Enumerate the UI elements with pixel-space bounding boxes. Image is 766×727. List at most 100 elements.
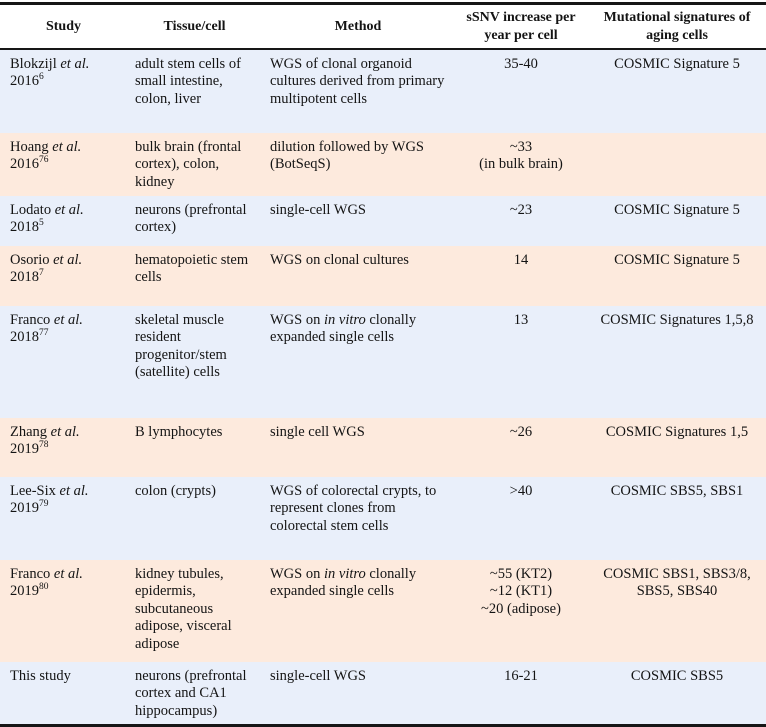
cell-line: 201877 [10,329,119,346]
cell-tissue: adult stem cells of small intestine, col… [127,49,262,133]
text-segment: ~20 (adipose) [481,600,561,617]
reference-superscript: 6 [39,72,44,83]
text-segment: in vitro [323,312,366,328]
cell-line: Franco et al. [10,312,119,329]
text-segment: clonally expanded single cells [270,566,417,600]
text-segment: Hoang [10,139,53,155]
cell-line: B lymphocytes [135,424,254,441]
table-body: Blokzijl et al. 20166 adult stem cells of … [0,49,766,726]
cell-line: neurons (prefrontal cortex and CA1 hippo… [135,668,254,720]
text-segment: 35-40 [504,56,538,72]
cell-line: single-cell WGS [270,668,446,685]
cell-line: COSMIC SBS1, SBS3/8, SBS5, SBS40 [591,566,763,601]
cell-tissue: neurons (prefrontal cortex and CA1 hippo… [127,662,262,726]
text-segment: 2016 [10,73,39,90]
text-segment: COSMIC Signature 5 [614,252,740,268]
cell-line: 20187 [10,269,119,286]
cell-study: Franco et al. 201877 [0,306,127,418]
cell-line: hematopoietic stem cells [135,252,254,287]
text-segment: neurons (prefrontal cortex and CA1 hippo… [135,668,247,719]
cell-line: skeletal muscle resident progenitor/stem… [135,312,254,382]
text-segment: COSMIC Signature 5 [614,56,740,72]
cell-line: dilution followed by WGS (BotSeqS) [270,139,446,174]
cell-line: 201676 [10,156,119,173]
header-row: Study Tissue/cell Method sSNV increase per … [0,3,766,49]
cell-tissue: bulk brain (frontal cortex), colon, kidn… [127,133,262,196]
table-row: Blokzijl et al. 20166 adult stem cells of … [0,49,766,133]
text-segment: 2018 [10,269,39,286]
cell-line: 20185 [10,219,119,236]
cell-line: This study [10,668,119,685]
cell-ssnv: ~33 (in bulk brain) [454,133,588,196]
cell-method: WGS on clonal cultures [262,246,454,306]
cell-line: Franco et al. [10,566,119,583]
text-segment: Lee-Six [10,483,60,499]
text-segment: COSMIC SBS5, SBS1 [610,483,744,499]
cell-method: single-cell WGS [262,196,454,246]
cell-tissue: B lymphocytes [127,418,262,477]
cell-signatures: COSMIC Signature 5 [588,196,766,246]
cell-ssnv: 13 [454,306,588,418]
text-segment: ~12 (KT1) [489,583,553,600]
text-segment: et al. [52,139,82,155]
text-segment: Osorio [10,252,54,268]
text-segment: WGS of clonal organoid cultures derived … [270,56,445,107]
cell-tissue: kidney tubules, epidermis, subcutaneous … [127,560,262,662]
cell-line: COSMIC SBS5 [591,668,763,685]
cell-line: (in bulk brain) [457,156,585,173]
text-segment: 14 [513,252,529,268]
text-segment: in vitro [323,566,366,582]
cell-line: Hoang et al. [10,139,119,156]
text-segment: (in bulk brain) [479,156,563,173]
cell-tissue: skeletal muscle resident progenitor/stem… [127,306,262,418]
table-header: Study Tissue/cell Method sSNV increase per … [0,3,766,49]
cell-method: single-cell WGS [262,662,454,726]
column-header-4: Mutational signatures of aging cells [588,3,766,49]
reference-superscript: 77 [39,328,49,339]
text-segment: >40 [509,483,533,499]
text-segment: dilution followed by WGS (BotSeqS) [270,139,424,173]
text-segment: 2018 [10,219,39,236]
cell-method: WGS of colorectal crypts, to represent c… [262,477,454,560]
text-segment: Franco [10,566,54,582]
cell-line: WGS on in vitro clonally expanded single… [270,566,446,601]
text-segment: colon (crypts) [135,483,216,499]
text-segment: ~26 [509,424,533,440]
cell-study: Hoang et al. 201676 [0,133,127,196]
cell-line: neurons (prefrontal cortex) [135,202,254,237]
text-segment: B lymphocytes [135,424,223,440]
cell-line: 20166 [10,73,119,90]
cell-line: 201980 [10,583,119,600]
text-segment: single-cell WGS [270,668,366,684]
cell-line: COSMIC Signature 5 [591,202,763,219]
table-row: Hoang et al. 201676 bulk brain (frontal co… [0,133,766,196]
cell-line: bulk brain (frontal cortex), colon, kidn… [135,139,254,191]
cell-line: Zhang et al. [10,424,119,441]
text-segment: adult stem cells of small intestine, col… [135,56,241,107]
cell-signatures: COSMIC Signatures 1,5,8 [588,306,766,418]
cell-study: This study [0,662,127,726]
text-segment: WGS on [270,566,324,582]
text-segment: clonally expanded single cells [270,312,417,346]
reference-superscript: 80 [39,582,49,593]
cell-signatures: COSMIC SBS5, SBS1 [588,477,766,560]
cell-line: 201979 [10,500,119,517]
reference-superscript: 7 [39,268,44,279]
cell-ssnv: ~26 [454,418,588,477]
text-segment: et al. [53,312,83,328]
text-segment: skeletal muscle resident progenitor/stem… [135,312,227,381]
cell-line: WGS on in vitro clonally expanded single… [270,312,446,347]
cell-line: adult stem cells of small intestine, col… [135,56,254,108]
text-segment: Franco [10,312,54,328]
text-segment: COSMIC Signature 5 [614,202,740,218]
cell-line: WGS of clonal organoid cultures derived … [270,56,446,108]
column-header-2: Method [262,3,454,49]
text-segment: ~23 [509,202,533,218]
text-segment: single-cell WGS [270,202,366,218]
text-segment: et al. [53,252,83,268]
cell-line: 16-21 [457,668,585,685]
cell-ssnv: ~23 [454,196,588,246]
cell-line: 13 [457,312,585,329]
cell-study: Lodato et al. 20185 [0,196,127,246]
